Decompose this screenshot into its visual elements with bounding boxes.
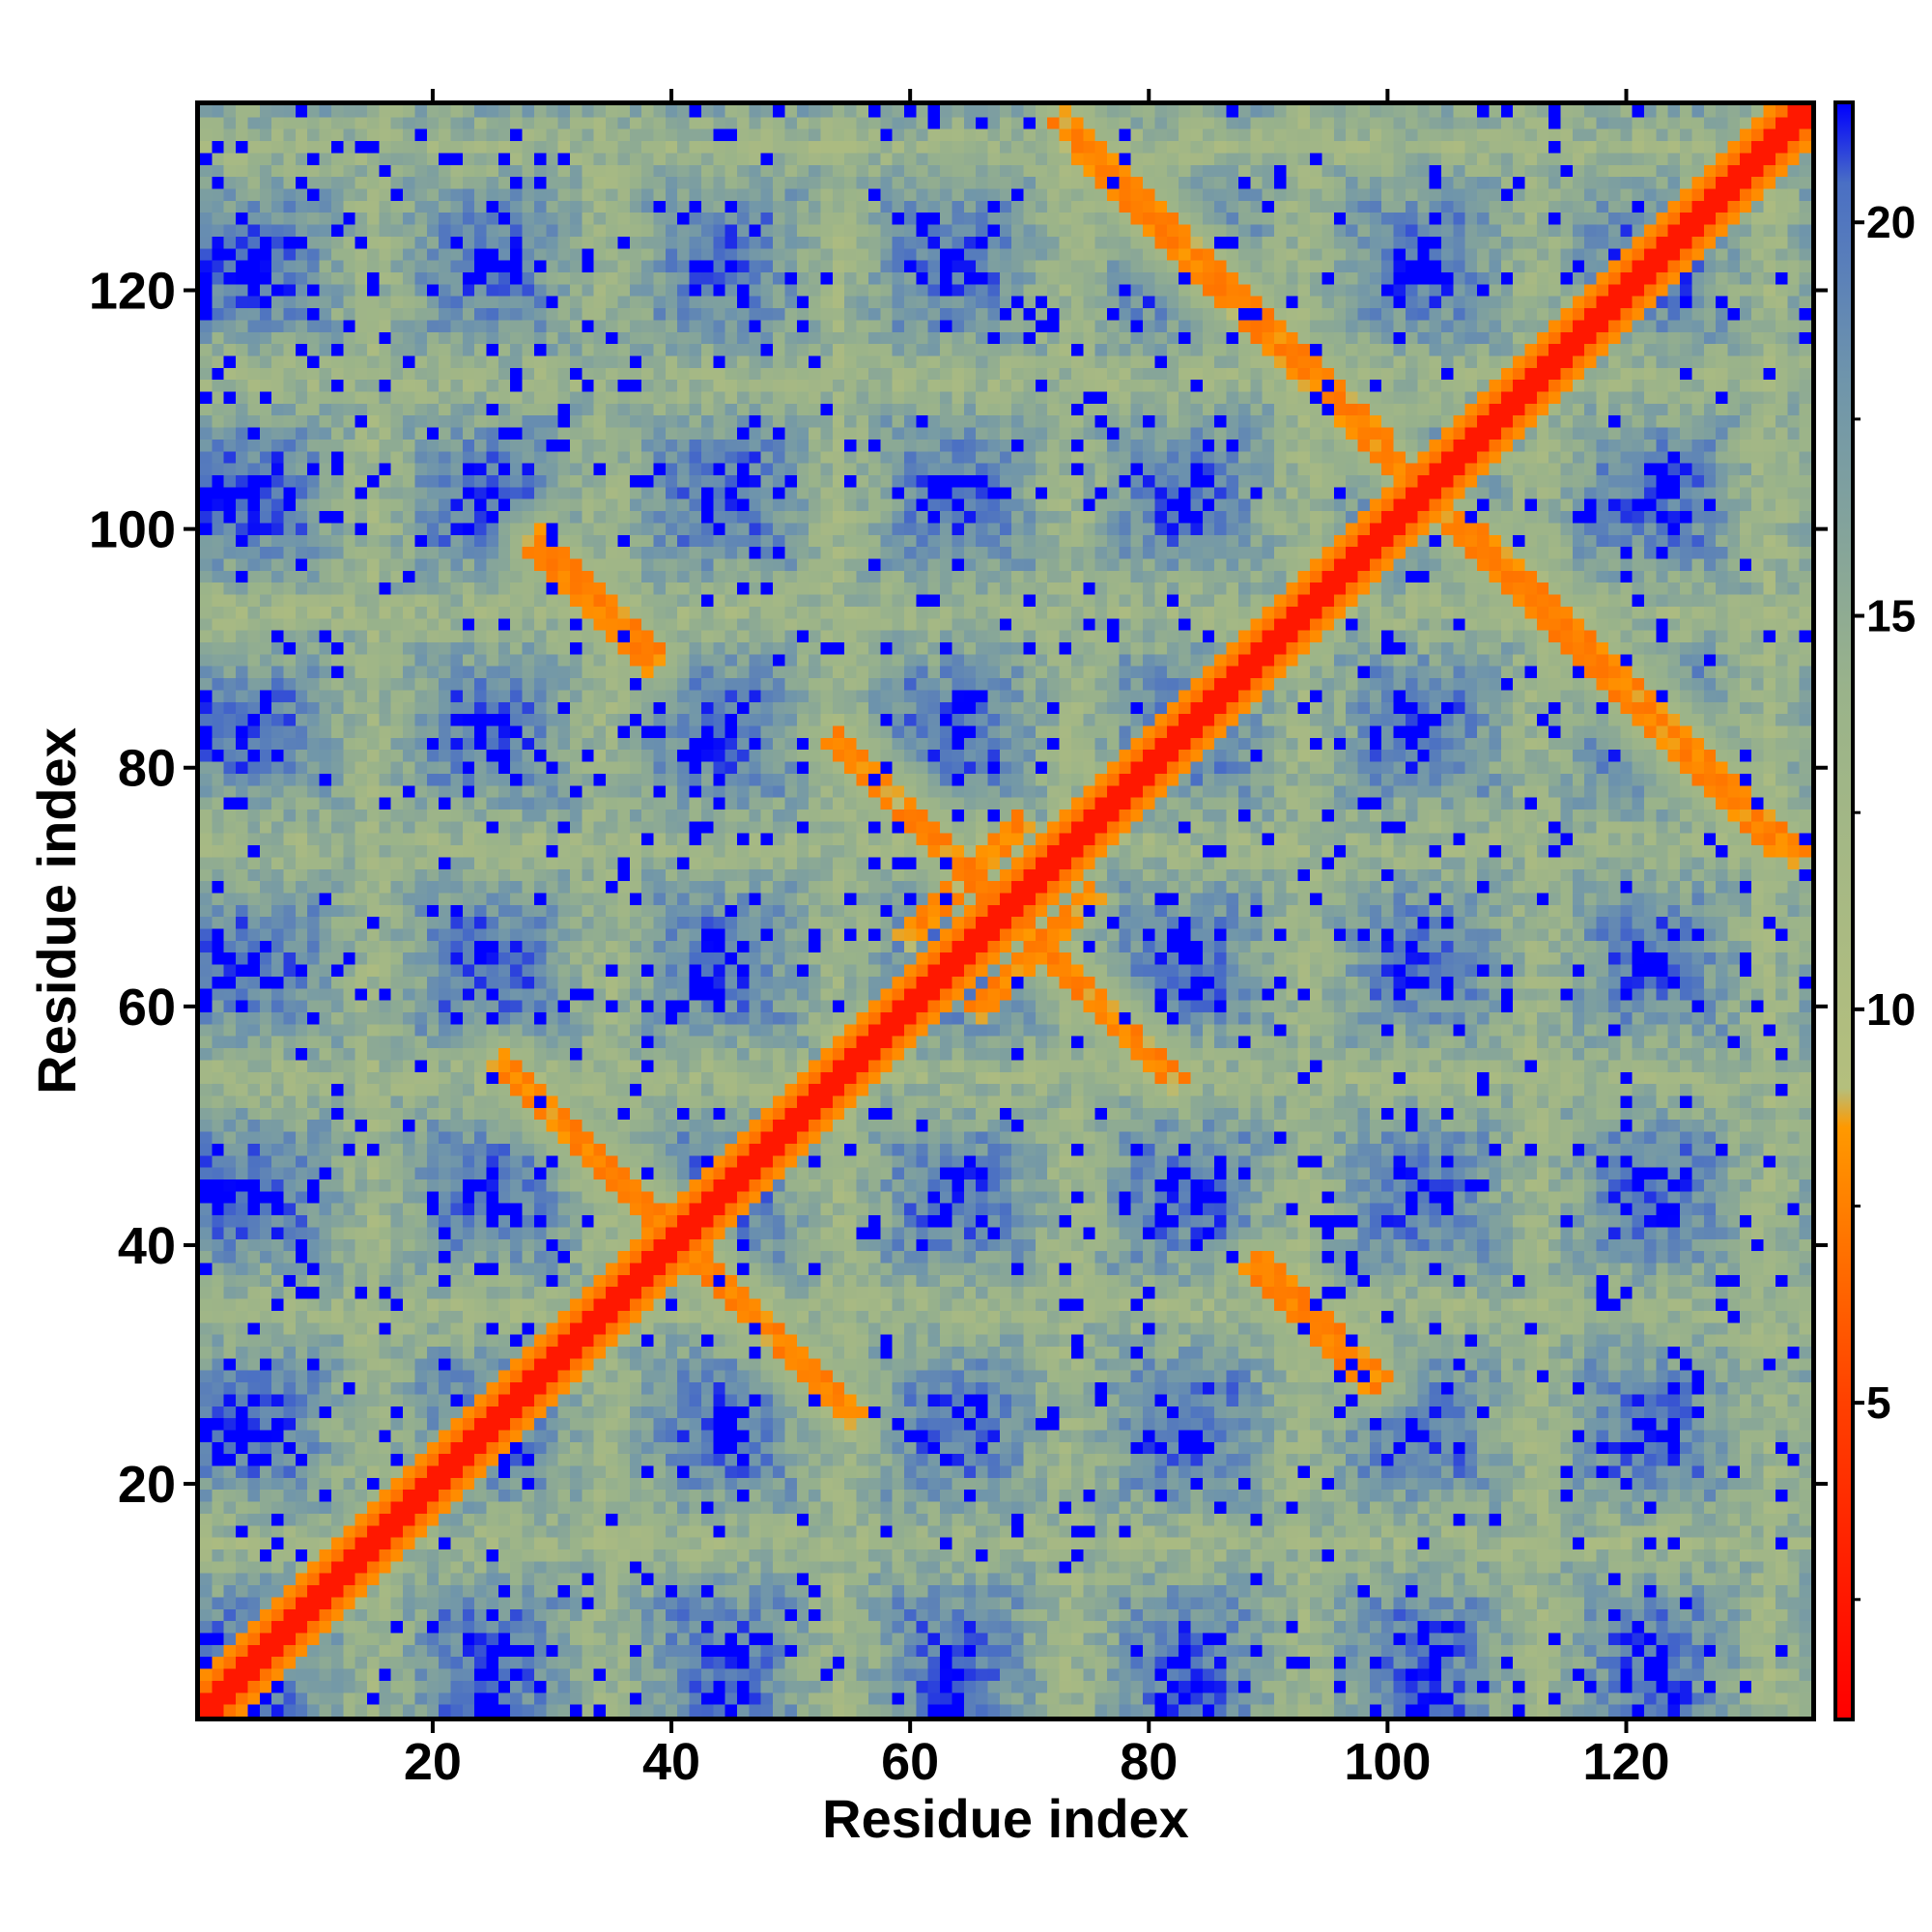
y-tick-label: 100	[89, 501, 176, 559]
colorbar-tick-label: 20	[1866, 197, 1916, 247]
colorbar-tick-label: 5	[1866, 1378, 1891, 1428]
colorbar-tick-label: 10	[1866, 984, 1916, 1035]
y-tick-label: 60	[118, 979, 176, 1037]
x-tick-label: 60	[881, 1733, 939, 1791]
y-axis-title: Residue index	[26, 727, 87, 1094]
x-tick-label: 100	[1344, 1733, 1431, 1791]
x-tick-label: 120	[1582, 1733, 1669, 1791]
distance-heatmap	[200, 105, 1811, 1717]
right-axis-ticks	[1816, 288, 1828, 1487]
y-tick-label: 40	[118, 1217, 176, 1275]
colorbar-ticks: 5 10 15 20	[1855, 197, 1916, 1602]
y-tick-label: 20	[118, 1456, 176, 1514]
top-axis-ticks	[430, 89, 1629, 100]
y-tick-label: 120	[89, 263, 176, 321]
x-tick-label: 40	[642, 1733, 700, 1791]
colorbar-tick-label: 15	[1866, 591, 1916, 641]
x-axis-ticks: 20 40 60 80 100 120	[404, 1721, 1670, 1791]
y-tick-label: 80	[118, 740, 176, 798]
x-tick-label: 80	[1120, 1733, 1178, 1791]
plot-area	[195, 100, 1816, 1721]
x-axis-title: Residue index	[822, 1788, 1189, 1849]
x-tick-label: 20	[404, 1733, 462, 1791]
colorbar	[1833, 100, 1855, 1721]
y-axis-ticks: 20 40 60 80 100 120	[89, 263, 195, 1514]
